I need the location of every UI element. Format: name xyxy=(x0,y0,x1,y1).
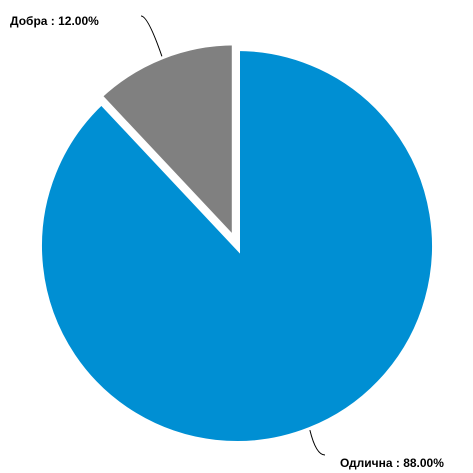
leader-line-1 xyxy=(309,429,326,456)
pie-leader-lines xyxy=(140,15,326,456)
leader-line-2 xyxy=(140,15,163,57)
pie-slices xyxy=(36,39,438,447)
pie-slice-2 xyxy=(95,39,238,248)
pie-labels: Одлична : 88.00% Добра : 12.00% xyxy=(10,14,444,470)
slice-label-2: Добра : 12.00% xyxy=(10,14,99,28)
slice-label-1: Одлична : 88.00% xyxy=(340,456,444,470)
